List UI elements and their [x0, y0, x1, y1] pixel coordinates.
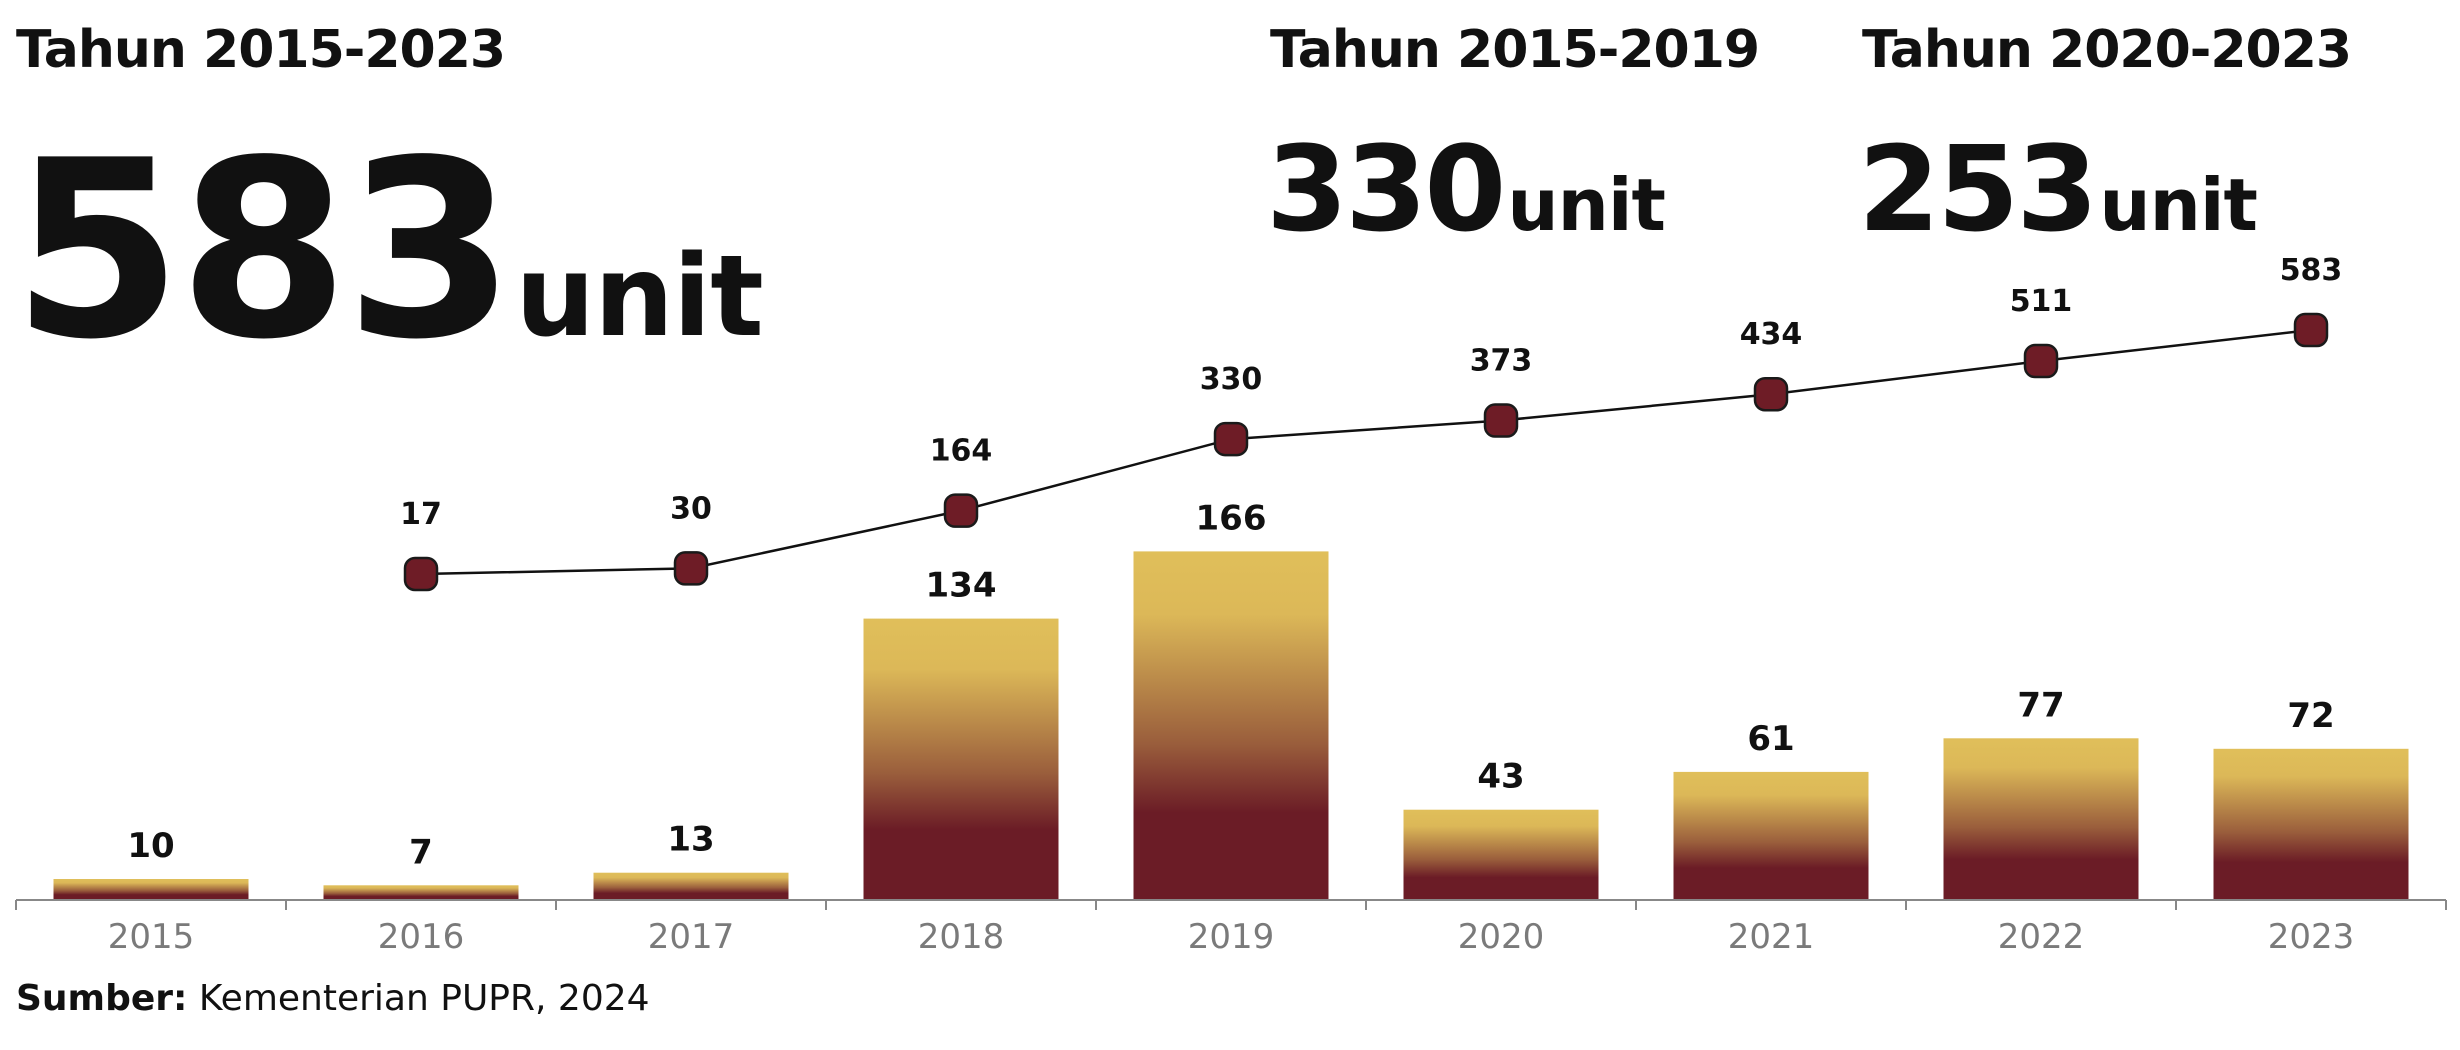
second-period-label: Tahun 2020-2023: [1862, 20, 2352, 80]
x-tick-label-2017: 2017: [648, 917, 735, 957]
x-tick-label-2015: 2015: [108, 917, 195, 957]
bar-2023: [2213, 748, 2409, 900]
x-tick-label-2022: 2022: [1998, 917, 2085, 957]
x-tick-label-2016: 2016: [378, 917, 465, 957]
bar-label-2019: 166: [1196, 498, 1267, 538]
second-period-value: 253unit: [1858, 130, 2258, 248]
bars-layer: 10 7 13 134 166 43 61 77 72: [53, 498, 2409, 900]
first-value-number: 330: [1266, 120, 1506, 258]
bar-2016: [323, 885, 519, 900]
cumulative-line: [420, 328, 2312, 576]
total-value-number: 583: [12, 108, 515, 393]
bar-label-2017: 13: [667, 820, 714, 860]
line-label-2022: 511: [2010, 284, 2073, 319]
second-value-unit: unit: [2099, 163, 2258, 247]
first-period-label: Tahun 2015-2019: [1270, 20, 1760, 80]
bar-2022: [1943, 738, 2139, 900]
bar-2021: [1673, 771, 1869, 900]
line-point-2020: [1483, 403, 1519, 438]
x-axis: 2015 2016 2017 2018 2019 2020 2021 2022 2023: [15, 899, 2447, 957]
bar-2019: [1133, 551, 1329, 900]
line-label-2017: 30: [670, 491, 712, 526]
bar-label-2020: 43: [1477, 757, 1524, 797]
line-point-2019: [1213, 421, 1249, 457]
line-point-2018: [943, 493, 979, 528]
total-period-value: 583unit: [12, 128, 764, 373]
x-tick-label-2021: 2021: [1728, 917, 1815, 957]
bar-label-2022: 77: [2017, 685, 2064, 725]
line-point-2021: [1753, 376, 1789, 412]
line-label-2018: 164: [930, 434, 993, 469]
line-point-2023: [2293, 312, 2329, 348]
line-point-2016: [403, 556, 439, 592]
line-point-2022: [2023, 343, 2059, 379]
line-label-2021: 434: [1740, 317, 1803, 352]
second-value-number: 253: [1858, 120, 2098, 258]
bar-2020: [1403, 809, 1599, 900]
line-label-2023: 583: [2280, 253, 2343, 288]
bar-2017: [593, 872, 789, 900]
bar-label-2015: 10: [127, 826, 174, 866]
first-period-value: 330unit: [1266, 130, 1666, 248]
bar-label-2021: 61: [1747, 719, 1794, 759]
source-note: Sumber: Kementerian PUPR, 2024: [16, 978, 650, 1019]
x-tick-label-2020: 2020: [1458, 917, 1545, 957]
source-label: Sumber:: [16, 978, 188, 1019]
bar-label-2023: 72: [2287, 696, 2334, 736]
x-tick-label-2023: 2023: [2268, 917, 2355, 957]
line-point-2017: [673, 551, 709, 586]
first-value-unit: unit: [1507, 163, 1666, 247]
bar-2018: [863, 618, 1059, 900]
x-tick-label-2018: 2018: [918, 917, 1005, 957]
total-period-label: Tahun 2015-2023: [16, 20, 506, 80]
cumulative-line-layer: 17 30 164 330 373 434 511 583: [400, 253, 2343, 592]
source-text: Kementerian PUPR, 2024: [198, 978, 650, 1019]
total-value-unit: unit: [515, 232, 763, 362]
bar-label-2016: 7: [409, 832, 433, 872]
bar-label-2018: 134: [926, 566, 997, 606]
line-label-2019: 330: [1200, 362, 1263, 397]
bar-2015: [53, 879, 249, 900]
line-label-2016: 17: [400, 497, 442, 532]
x-tick-label-2019: 2019: [1188, 917, 1275, 957]
line-label-2020: 373: [1470, 344, 1533, 379]
